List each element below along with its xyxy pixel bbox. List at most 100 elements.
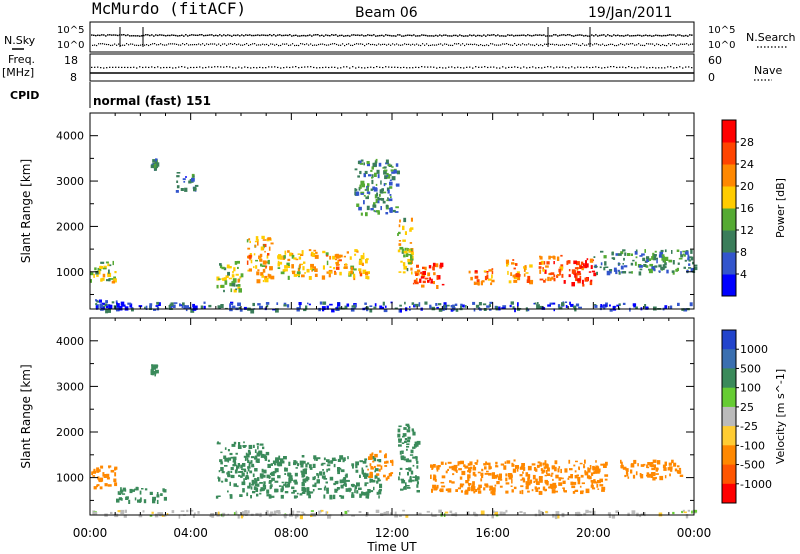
power-echo-cell [257, 241, 259, 246]
power-echo-cell [383, 166, 387, 169]
power-echo-cell [675, 268, 679, 272]
power-echo-cell [436, 275, 441, 280]
nave-point [178, 66, 180, 68]
velocity-echo-cell [385, 511, 389, 515]
power-echo-cell [568, 274, 571, 278]
velocity-echo-cell [522, 478, 526, 483]
nsky-point [583, 35, 585, 37]
velocity-echo-cell [477, 490, 482, 494]
nsky-point [369, 34, 371, 37]
power-echo-cell [382, 191, 387, 194]
velocity-echo-cell [514, 469, 517, 472]
power-echo-cell [414, 281, 419, 285]
velocity-echo-cell [236, 485, 239, 488]
velocity-ytick-label: 1000 [56, 472, 84, 485]
nsky-point [333, 34, 335, 36]
velocity-echo-cell [383, 474, 386, 478]
nsearch-point [296, 44, 298, 46]
power-echo-cell [575, 277, 578, 281]
nsearch-point [252, 43, 254, 45]
velocity-echo-cell [426, 510, 430, 513]
velocity-echo-cell [284, 473, 287, 475]
nsky-point [407, 34, 409, 36]
power-echo-cell [106, 279, 110, 282]
velocity-echo-cell [407, 459, 412, 463]
velocity-echo-cell [289, 478, 293, 481]
power-colorbar-band [722, 230, 736, 253]
velocity-echo-cell [398, 444, 402, 447]
power-echo-cell [352, 305, 356, 308]
velocity-echo-cell [92, 475, 96, 477]
nave-point [268, 66, 270, 68]
nsearch-point [340, 44, 342, 46]
power-echo-cell [422, 271, 426, 275]
power-echo-cell [365, 275, 369, 279]
power-echo-cell [314, 268, 318, 272]
velocity-echo-cell [326, 464, 331, 467]
power-echo-region [563, 258, 597, 287]
power-echo-cell [688, 256, 692, 259]
power-echo-cell [269, 266, 273, 270]
nave-point [682, 67, 684, 69]
power-echo-cell [233, 283, 236, 287]
power-echo-cell [344, 305, 348, 309]
power-echo-cell [557, 274, 560, 277]
velocity-colorbar-tick-label: -500 [740, 459, 765, 472]
velocity-echo-cell [256, 493, 259, 497]
velocity-echo-cell [271, 513, 275, 516]
nave-point [262, 67, 264, 69]
nave-point [211, 66, 213, 68]
velocity-echo-cell [356, 482, 360, 487]
velocity-echo-cell [284, 467, 286, 471]
velocity-echo-cell [519, 466, 524, 470]
nave-point [187, 67, 189, 69]
nsky-point [337, 35, 339, 37]
velocity-echo-cell [552, 513, 555, 518]
velocity-echo-cell [384, 461, 387, 464]
power-echo-cell [100, 308, 104, 311]
power-echo-cell [373, 209, 376, 212]
velocity-ytick-label: 2000 [56, 426, 84, 439]
velocity-echo-cell [391, 459, 394, 464]
power-echo-cell [364, 307, 367, 309]
power-echo-cell [398, 243, 402, 246]
power-echo-cell [692, 261, 694, 265]
freq-unit: [MHz] [2, 66, 34, 79]
nave-point [355, 67, 357, 69]
power-echo-cell [584, 263, 589, 268]
power-colorbar-tick-label: 12 [740, 224, 754, 237]
power-echo-cell [664, 305, 668, 309]
velocity-echo-cell [351, 483, 354, 488]
velocity-echo-cell [339, 479, 343, 484]
power-echo-cell [182, 178, 186, 181]
power-echo-cell [232, 278, 237, 283]
velocity-echo-cell [124, 509, 127, 513]
power-echo-cell [488, 304, 491, 308]
velocity-echo-cell [244, 510, 247, 514]
power-echo-cell [353, 268, 357, 271]
power-echo-cell [590, 265, 593, 269]
velocity-echo-cell [257, 445, 259, 450]
velocity-echo-cell [585, 509, 589, 514]
power-echo-cell [556, 274, 559, 278]
nsearch-point [206, 43, 208, 45]
velocity-echo-cell [240, 475, 243, 478]
velocity-echo-cell [599, 484, 604, 487]
nsky-point [331, 34, 333, 36]
velocity-echo-cell [193, 512, 196, 515]
power-echo-cell [454, 303, 458, 306]
power-echo-cell [304, 272, 306, 274]
power-echo-cell [360, 193, 364, 195]
nave-point [676, 66, 678, 69]
velocity-echo-cell [431, 466, 433, 470]
power-echo-cell [411, 255, 414, 260]
velocity-echo-cell [467, 483, 472, 486]
velocity-echo-cell [294, 482, 296, 485]
velocity-echo-cell [624, 474, 627, 478]
nsky-point [177, 35, 179, 37]
power-echo-cell [170, 305, 172, 309]
power-echo-cell [315, 251, 318, 254]
velocity-echo-cell [601, 489, 605, 492]
nsky-point [325, 34, 327, 36]
nsearch-point [280, 44, 282, 47]
